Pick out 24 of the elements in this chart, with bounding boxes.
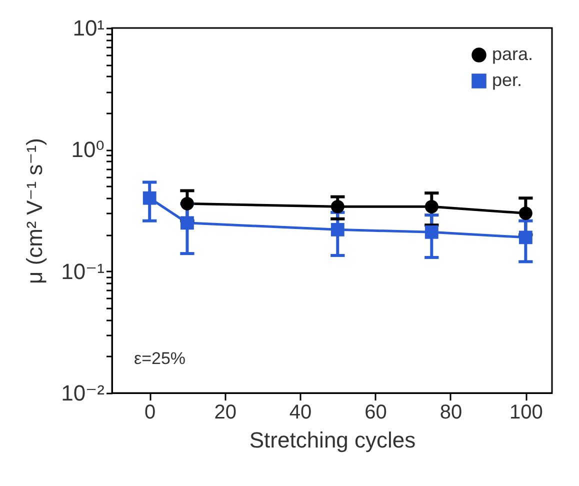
y-tick-label: 10⁻² — [61, 380, 104, 406]
y-tick-label: 10¹ — [72, 16, 104, 40]
x-tick-label: 100 — [509, 402, 543, 424]
legend-label: para. — [492, 44, 534, 64]
x-axis-title: Stretching cycles — [249, 428, 416, 452]
x-tick-label: 60 — [364, 402, 387, 424]
point — [142, 191, 156, 205]
x-tick-label: 20 — [214, 402, 236, 424]
y-tick-label: 10⁰ — [71, 137, 105, 162]
x-tick-label: 80 — [440, 402, 462, 424]
point — [180, 216, 194, 230]
x-tick-label: 40 — [289, 402, 312, 424]
point — [518, 206, 532, 220]
x-tick-label: 0 — [144, 402, 156, 424]
point — [330, 222, 344, 236]
point — [424, 200, 438, 214]
y-tick-label: 10⁻¹ — [61, 258, 104, 284]
legend-label: per. — [492, 70, 522, 90]
y-axis-title: μ (cm² V⁻¹ s⁻¹) — [22, 138, 48, 284]
point — [518, 230, 532, 244]
point — [424, 225, 438, 239]
annotation: ε=25% — [134, 349, 186, 368]
point — [330, 200, 344, 214]
point — [180, 196, 194, 210]
